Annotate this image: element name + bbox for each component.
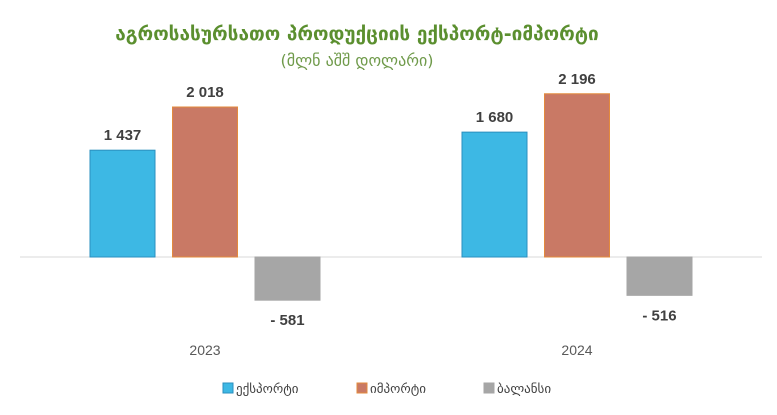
x-tick-label: 2024 (561, 342, 592, 358)
bar-2023-0 (89, 149, 156, 258)
x-tick-label: 2023 (189, 342, 220, 358)
bar-2023-1 (172, 106, 238, 258)
data-label: 1 680 (476, 109, 514, 126)
data-label: - 516 (642, 307, 676, 324)
data-label: 2 196 (558, 71, 596, 88)
legend-label: იმპორტი (370, 382, 426, 397)
legend-label: ბალანსი (497, 382, 551, 397)
bar-2024-1 (544, 93, 610, 258)
bar-2024-2 (626, 256, 693, 296)
data-label: - 581 (270, 312, 304, 329)
chart-subtitle: (მლნ აშშ დოლარი) (281, 51, 434, 70)
data-label: 2 018 (186, 84, 224, 101)
bar-2024-0 (461, 131, 528, 258)
legend-swatch (222, 382, 234, 394)
legend-label: ექსპორტი (236, 382, 299, 397)
chart-title: აგროსასურსათო პროდუქციის ექსპორტ-იმპორტი (115, 23, 599, 45)
data-label: 1 437 (104, 127, 142, 144)
bar-2023-2 (254, 256, 321, 301)
legend-swatch (483, 382, 495, 394)
legend-swatch (356, 382, 368, 394)
